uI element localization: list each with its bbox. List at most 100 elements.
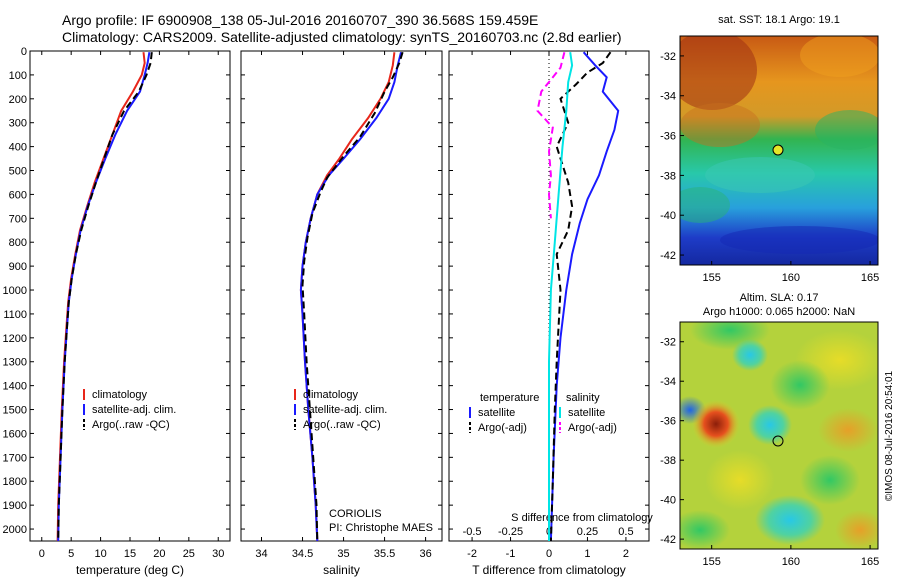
map-ytick-label: -40 [660,495,676,507]
map-ytick-label: -32 [660,337,676,349]
salinity-xtick-label: 35.5 [374,548,395,560]
salinity-xtick-label: 35 [337,548,349,560]
map-ytick-label: -40 [660,210,676,222]
legend-title-salinity: salinity [566,392,600,404]
series-line-argo-raw-qc- [57,52,153,542]
map-ytick-label: -32 [660,51,676,63]
credit-text: ©IMOS 08-Jul-2016 20:54:01 [884,370,895,501]
depth-tick-label: 2000 [3,524,27,536]
sla-argo-marker [772,435,784,447]
salinity-xtick-label: 34 [255,548,267,560]
legend-label: satellite [478,407,515,419]
legend-title-temperature: temperature [480,392,539,404]
map-xtick-label: 155 [703,272,721,284]
legend-label: satellite-adj. clim. [92,404,176,416]
legend-label: satellite-adj. clim. [303,404,387,416]
map-ytick-label: -42 [660,534,676,546]
legend-label: climatology [92,389,148,401]
s-diff-tick-label: -0.25 [498,526,523,538]
temperature-plot-area [29,50,231,542]
legend-label: satellite [568,407,605,419]
depth-tick-label: 1200 [3,333,27,345]
temperature-xtick-label: 0 [39,548,45,560]
series-line-salinity-satellite [548,52,574,541]
map-ytick-label: -42 [660,250,676,262]
map-ytick-label: -34 [660,376,676,388]
s-diff-tick-label: -0.5 [463,526,482,538]
depth-tick-label: 1400 [3,381,27,393]
legend-label: Argo(..raw -QC) [303,419,381,431]
depth-tick-label: 600 [9,189,27,201]
s-diff-tick-label: 0.5 [618,526,633,538]
s-diff-tick-label: 0.25 [577,526,598,538]
map-xtick-label: 165 [861,556,879,568]
series-line-salinity-argo-adj- [536,51,566,219]
salinity-plot-area [240,50,443,542]
depth-tick-label: 0 [21,46,27,58]
depth-tick-label: 1500 [3,405,27,417]
difference-xtick-label: 2 [623,548,629,560]
temperature-xtick-label: 20 [153,548,165,560]
depth-tick-label: 700 [9,213,27,225]
figure-title-line-2: Climatology: CARS2009. Satellite-adjuste… [62,29,622,45]
difference-xtick-label: -1 [506,548,516,560]
depth-tick-label: 400 [9,142,27,154]
series-line-temperature-satellite [549,51,620,542]
salinity-panel: 34 34.5 35 35.5 36 salinity climatology satelli… [240,50,443,577]
difference-xtick-label: 1 [584,548,590,560]
depth-tick-label: 900 [9,261,27,273]
map-xtick-label: 155 [703,556,721,568]
depth-tick-label: 500 [9,166,27,178]
map-ytick-label: -38 [660,455,676,467]
depth-tick-label: 300 [9,118,27,130]
salinity-xlabel: salinity [323,563,360,577]
temperature-xtick-label: 25 [183,548,195,560]
map-xtick-label: 160 [782,556,800,568]
figure-title-line-1: Argo profile: IF 6900908_138 05-Jul-2016… [62,12,539,28]
sla-map-title: Altim. SLA: 0.17 [740,292,819,304]
temperature-xlabel: temperature (deg C) [76,563,184,577]
salinity-xtick-label: 36 [419,548,431,560]
map-xtick-label: 160 [782,272,800,284]
depth-tick-label: 1900 [3,500,27,512]
legend-label: Argo(-adj) [568,422,617,434]
difference-xtick-label: -2 [467,548,477,560]
depth-tick-label: 1600 [3,428,27,440]
depth-tick-label: 1700 [3,452,27,464]
map-ytick-label: -34 [660,91,676,103]
sst-argo-marker [772,144,784,156]
sst-map: sat. SST: 18.1 Argo: 19.1 155 160 165 -32 -3… [660,14,879,284]
map-xtick-label: 165 [861,272,879,284]
salinity-xtick-label: 34.5 [292,548,313,560]
legend-label: Argo(..raw -QC) [92,419,170,431]
sst-map-axes: 155 160 165 -32 -34 -36 -38 -40 -42 [660,51,879,284]
temperature-xtick-label: 5 [68,548,74,560]
depth-tick-label: 100 [9,70,27,82]
sla-map-subtitle: Argo h1000: 0.065 h2000: NaN [703,306,855,318]
legend-label: Argo(-adj) [478,422,527,434]
map-ytick-label: -36 [660,416,676,428]
annotation-text: CORIOLIS [329,508,382,520]
temperature-xtick-label: 30 [212,548,224,560]
temperature-panel: 0100200300400500600700800900100011001200… [3,46,231,577]
annotation-text: PI: Christophe MAES [329,522,433,534]
depth-tick-label: 800 [9,237,27,249]
depth-tick-label: 1800 [3,476,27,488]
legend-label: climatology [303,389,359,401]
sla-map: Altim. SLA: 0.17 Argo h1000: 0.065 h2000… [660,292,879,568]
difference-xlabel: T difference from climatology [472,563,626,577]
map-ytick-label: -38 [660,170,676,182]
temperature-xtick-label: 15 [124,548,136,560]
series-line-temperature-argo-adj- [549,51,612,542]
temperature-xtick-label: 10 [94,548,106,560]
sst-map-title: sat. SST: 18.1 Argo: 19.1 [718,14,840,26]
difference-panel: -2 -1 0 1 2 T difference from climatology -0.5… [448,50,653,577]
sla-map-axes: 155 160 165 -32 -34 -36 -38 -40 -42 [660,337,879,568]
map-ytick-label: -36 [660,131,676,143]
depth-tick-label: 1100 [3,309,27,321]
difference-xtick-label: 0 [546,548,552,560]
s-diff-xlabel: S difference from climatology [511,512,653,524]
depth-tick-label: 1300 [3,357,27,369]
depth-tick-label: 1000 [3,285,27,297]
